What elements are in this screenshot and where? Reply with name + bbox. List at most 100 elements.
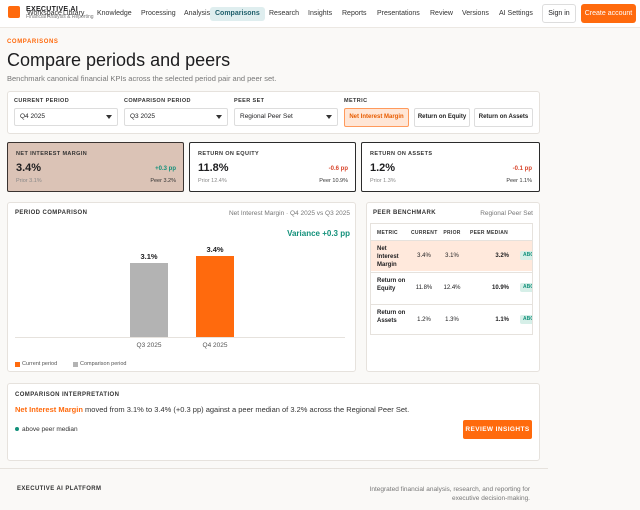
- page-title: Compare periods and peers: [7, 50, 231, 70]
- table-row: Return on Equity 11.8% 12.4% 10.9% ABOVE: [371, 272, 532, 303]
- column-header: PEER MEDIAN: [469, 230, 509, 236]
- kpi-peer: Peer 10.9%: [319, 178, 348, 184]
- period-card: [7, 202, 356, 372]
- footer-text: Integrated financial analysis, research,…: [369, 486, 530, 502]
- brand: EXECUTIVE AI: [26, 6, 78, 13]
- bar-category: Q3 2025: [136, 342, 162, 349]
- nav-item[interactable]: Insights: [308, 10, 333, 17]
- kpi-delta: -0.6 pp: [328, 166, 348, 172]
- column-header: CURRENT: [411, 230, 438, 236]
- select[interactable]: Q3 2025: [124, 108, 228, 126]
- nav-item[interactable]: Analysis: [184, 10, 211, 17]
- nav-item[interactable]: Review: [430, 10, 453, 17]
- legend-dot: [15, 427, 19, 431]
- nav-item[interactable]: Processing: [141, 10, 176, 17]
- legend-swatch: [73, 362, 78, 367]
- kpi-label: RETURN ON EQUITY: [198, 151, 260, 157]
- kpi-peer: Peer 3.2%: [150, 178, 176, 184]
- cell: 1.3%: [445, 317, 459, 323]
- variance: Variance +0.3 pp: [287, 229, 350, 238]
- filter-label: CURRENT PERIOD: [14, 98, 70, 104]
- top-nav: [0, 0, 640, 28]
- footer-brand: EXECUTIVE AI PLATFORM: [17, 486, 102, 492]
- baseline: [15, 337, 345, 338]
- create-account-button[interactable]: Create account: [581, 4, 636, 23]
- cell: 1.2%: [417, 317, 431, 323]
- kpi-label: RETURN ON ASSETS: [370, 151, 433, 157]
- select[interactable]: Regional Peer Set: [234, 108, 338, 126]
- kpi-delta: -0.1 pp: [512, 166, 532, 172]
- interpretation-highlight: Net Interest Margin: [15, 405, 83, 414]
- sign-in-button[interactable]: Sign in: [542, 4, 576, 23]
- kpi-value: 1.2%: [370, 162, 396, 174]
- column-header: METRIC: [377, 230, 398, 236]
- select[interactable]: Q4 2025: [14, 108, 118, 126]
- status-badge: ABOVE: [520, 283, 532, 292]
- cell: 3.4%: [417, 253, 431, 259]
- eyebrow: COMPARISONS: [7, 39, 59, 45]
- filter-label: COMPARISON PERIOD: [124, 98, 191, 104]
- nav-item[interactable]: Library: [63, 10, 85, 17]
- kpi-value: 11.8%: [198, 162, 229, 174]
- cell: 3.1%: [445, 253, 459, 259]
- legend-swatch: [15, 362, 20, 367]
- caret: [326, 115, 332, 119]
- interpretation-body: moved from 3.1% to 3.4% (+0.3 pp) agains…: [82, 405, 410, 414]
- period-title: PERIOD COMPARISON: [15, 210, 88, 216]
- footer-rule: [0, 468, 548, 469]
- logo: [8, 6, 20, 18]
- cell: 3.2%: [495, 253, 509, 259]
- row-metric: Return on Equity: [377, 278, 406, 292]
- nav-item[interactable]: Research: [269, 10, 299, 17]
- bar-category: Q4 2025: [202, 342, 228, 349]
- kpi-label: NET INTEREST MARGIN: [16, 151, 88, 157]
- review-insights-button[interactable]: REVIEW INSIGHTS: [463, 420, 532, 439]
- nav-item[interactable]: Versions: [462, 10, 489, 17]
- interpretation-card: [7, 383, 540, 461]
- caret: [216, 115, 222, 119]
- column-header: PRIOR: [443, 230, 461, 236]
- kpi-prior: Prior 1.3%: [370, 178, 396, 184]
- period-context: Net Interest Margin · Q4 2025 vs Q3 2025: [228, 210, 350, 217]
- cell: 11.8%: [415, 285, 433, 291]
- status-badge: ABOVE: [520, 251, 532, 260]
- nav-item[interactable]: Knowledge: [97, 10, 132, 17]
- kpi-value: 3.4%: [16, 162, 42, 174]
- bar-value-label: 3.1%: [140, 252, 158, 262]
- kpi-card[interactable]: RETURN ON EQUITY 11.8% -0.6 pp Prior 12.4% P…: [189, 142, 356, 192]
- kpi-prior: Prior 3.1%: [16, 178, 42, 184]
- metric-button[interactable]: Net Interest Margin: [344, 108, 409, 127]
- nav-item[interactable]: Workspace: [27, 10, 62, 17]
- interpretation-text: Net Interest Margin moved from 3.1% to 3…: [15, 405, 409, 414]
- interpretation-title: COMPARISON INTERPRETATION: [15, 392, 120, 398]
- kpi-card[interactable]: RETURN ON ASSETS 1.2% -0.1 pp Prior 1.3% Pee…: [361, 142, 540, 192]
- kpi-prior: Prior 12.4%: [198, 178, 227, 184]
- status-badge: ABOVE: [520, 315, 532, 324]
- cell: 12.4%: [443, 285, 461, 291]
- peer-context: Regional Peer Set: [480, 210, 533, 217]
- row-metric: Return on Assets: [377, 310, 406, 324]
- nav-item[interactable]: Comparisons: [210, 7, 265, 21]
- peer-table: METRIC CURRENT PRIOR PEER MEDIAN Net Interes…: [370, 223, 533, 335]
- metric-button[interactable]: Return on Equity: [414, 108, 470, 127]
- kpi-card[interactable]: NET INTEREST MARGIN 3.4% +0.3 pp Prior 3.1%…: [7, 142, 184, 192]
- metric-button[interactable]: Return on Assets: [474, 108, 533, 127]
- nav-item[interactable]: AI Settings: [499, 10, 533, 17]
- peer-title: PEER BENCHMARK: [373, 210, 436, 216]
- row-metric: Net Interest Margin: [377, 246, 399, 268]
- metric-label: METRIC: [344, 98, 368, 104]
- tagline: Financial Analysis & Reporting: [26, 14, 94, 20]
- bar: [196, 256, 234, 337]
- kpi-delta: +0.3 pp: [155, 166, 176, 172]
- cell: 10.9%: [491, 285, 509, 291]
- table-row: Net Interest Margin 3.4% 3.1% 3.2% ABOVE: [371, 240, 532, 271]
- nav-item[interactable]: Reports: [342, 10, 367, 17]
- bar-value-label: 3.4%: [206, 245, 224, 255]
- legend-text: above peer median: [22, 426, 78, 433]
- legend-label: Comparison period: [80, 361, 127, 367]
- filter-label: PEER SET: [234, 98, 265, 104]
- cell: 1.1%: [495, 317, 509, 323]
- nav-item[interactable]: Presentations: [377, 10, 420, 17]
- kpi-peer: Peer 1.1%: [506, 178, 532, 184]
- bar: [130, 263, 168, 337]
